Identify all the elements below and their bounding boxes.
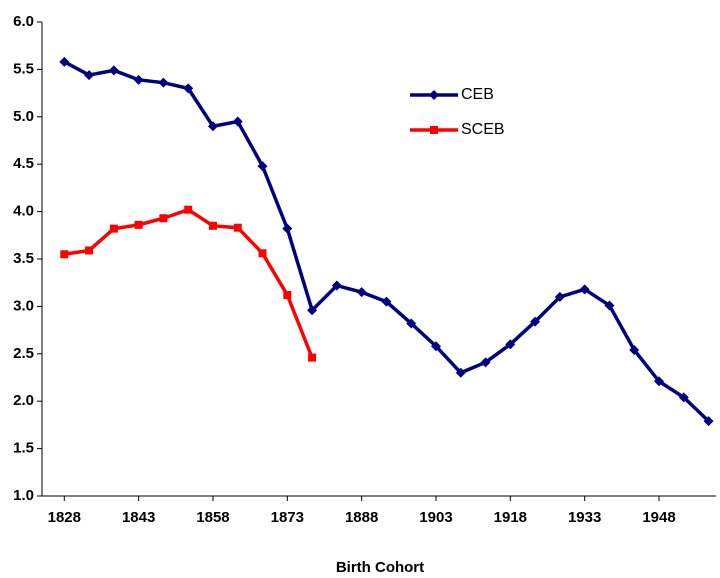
marker [109, 224, 118, 233]
legend-marker [430, 126, 438, 134]
marker [356, 287, 367, 298]
marker [308, 353, 317, 362]
y-tick-label: 4.0 [13, 203, 34, 220]
marker [60, 250, 69, 259]
y-tick-label: 5.0 [13, 108, 34, 125]
marker [207, 121, 218, 132]
x-tick-label: 1828 [48, 509, 81, 526]
marker [331, 280, 342, 291]
legend-label: SCEB [461, 121, 505, 138]
x-tick-label: 1948 [642, 509, 675, 526]
x-tick-label: 1888 [345, 509, 378, 526]
marker [108, 65, 119, 76]
y-tick-label: 1.0 [13, 487, 34, 504]
x-tick-label: 1858 [196, 509, 229, 526]
marker [184, 205, 193, 214]
marker [208, 221, 217, 230]
marker [282, 223, 293, 234]
y-tick-label: 1.5 [13, 440, 34, 457]
marker [505, 339, 516, 350]
marker [258, 249, 267, 258]
x-tick-label: 1903 [419, 509, 452, 526]
marker [283, 291, 292, 300]
x-axis-title: Birth Cohort [336, 559, 424, 576]
x-tick-label: 1843 [122, 509, 155, 526]
marker [654, 376, 665, 387]
y-tick-label: 6.0 [13, 13, 34, 30]
legend-marker [429, 90, 439, 100]
y-tick-label: 5.5 [13, 60, 34, 77]
x-tick-label: 1933 [568, 509, 601, 526]
marker [554, 291, 565, 302]
marker [629, 345, 640, 356]
marker [84, 70, 95, 81]
marker [604, 300, 615, 311]
marker [455, 367, 466, 378]
marker [85, 246, 94, 255]
marker [257, 161, 268, 172]
marker [678, 392, 689, 403]
marker [232, 116, 243, 127]
marker [579, 284, 590, 295]
marker [406, 318, 417, 329]
y-tick-label: 3.5 [13, 250, 34, 267]
series-line [63, 60, 710, 423]
marker [381, 296, 392, 307]
marker [134, 220, 143, 229]
marker [159, 214, 168, 223]
series-line [64, 207, 314, 359]
marker [59, 56, 70, 67]
y-tick-label: 2.5 [13, 345, 34, 362]
x-tick-label: 1873 [271, 509, 304, 526]
marker [133, 74, 144, 85]
marker [703, 416, 714, 427]
y-tick-label: 3.0 [13, 297, 34, 314]
y-tick-label: 2.0 [13, 392, 34, 409]
marker [233, 223, 242, 232]
y-tick-label: 4.5 [13, 155, 34, 172]
marker [430, 341, 441, 352]
marker [183, 83, 194, 94]
marker [307, 305, 318, 316]
marker [530, 316, 541, 327]
x-tick-label: 1918 [494, 509, 527, 526]
marker [480, 357, 491, 368]
marker [158, 77, 169, 88]
legend-label: CEB [461, 86, 494, 103]
